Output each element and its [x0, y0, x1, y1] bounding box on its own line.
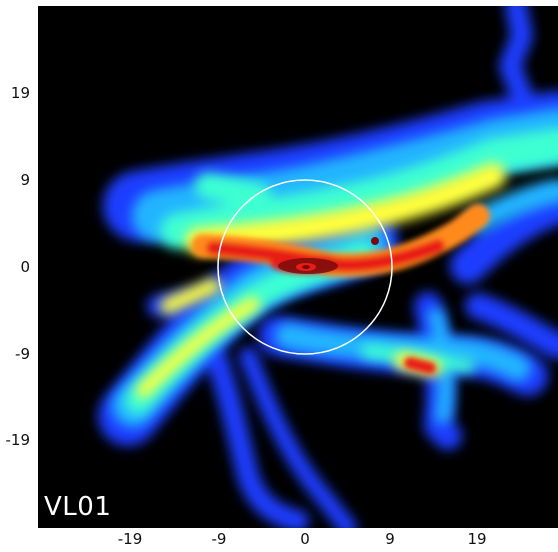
- x-tick-label: 9: [385, 530, 395, 548]
- x-tick-label: -9: [211, 530, 227, 548]
- x-tick-label: 19: [467, 530, 487, 548]
- density-map: VL01: [38, 6, 558, 528]
- y-tick-label: 19: [10, 84, 30, 102]
- density-map-image: [38, 6, 558, 528]
- aperture-circle: [217, 179, 393, 355]
- x-tick-label: -19: [117, 530, 143, 548]
- panel-label: VL01: [44, 492, 112, 522]
- y-tick-label: 0: [20, 258, 30, 276]
- y-tick-label: -9: [15, 345, 30, 363]
- y-tick-label: -19: [5, 431, 31, 449]
- x-tick-label: 0: [300, 530, 310, 548]
- y-tick-label: 9: [20, 171, 30, 189]
